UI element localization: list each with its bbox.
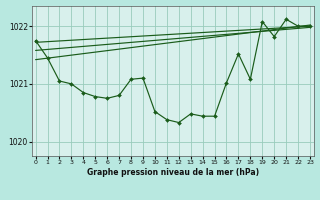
X-axis label: Graphe pression niveau de la mer (hPa): Graphe pression niveau de la mer (hPa) xyxy=(87,168,259,177)
